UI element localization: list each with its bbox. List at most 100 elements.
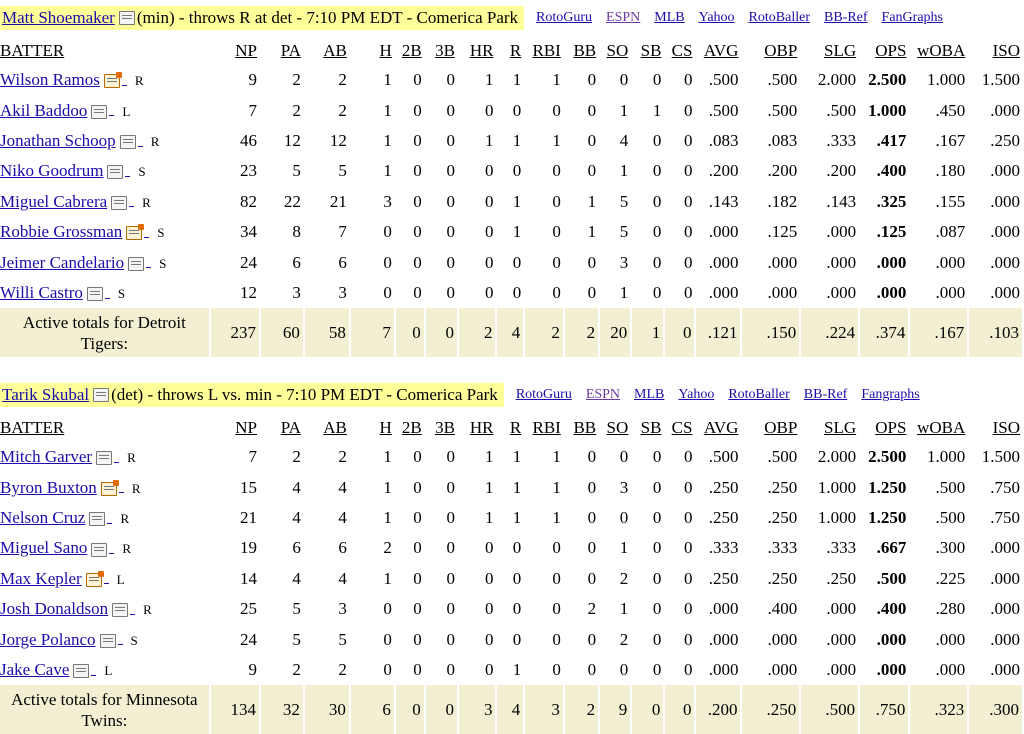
batter-link[interactable]: Niko Goodrum — [0, 161, 104, 181]
column-header-h[interactable]: H — [379, 417, 392, 437]
batter-link[interactable]: Miguel Sano — [0, 538, 88, 558]
column-header-woba[interactable]: wOBA — [917, 417, 966, 437]
external-link-espn[interactable]: ESPN — [585, 387, 621, 403]
pitcher-link[interactable]: Tarik Skubal — [2, 385, 90, 405]
stat-cell-so: 5 — [619, 222, 629, 242]
column-header-slg[interactable]: SLG — [824, 417, 857, 437]
batter-link[interactable]: Byron Buxton — [0, 477, 97, 497]
column-header-bb[interactable]: BB — [573, 40, 597, 60]
column-header-bb[interactable]: BB — [573, 417, 597, 437]
player-notes-icon[interactable] — [103, 72, 122, 89]
column-header-slg[interactable]: SLG — [824, 40, 857, 60]
batter-link[interactable]: Mitch Garver — [0, 447, 93, 467]
external-link-espn[interactable]: ESPN — [606, 10, 641, 25]
player-notes-icon[interactable] — [73, 664, 90, 679]
player-notes-icon[interactable] — [86, 287, 103, 302]
column-header-iso[interactable]: ISO — [992, 417, 1020, 437]
batter-link[interactable]: Jonathan Schoop — [0, 130, 116, 150]
player-notes-icon[interactable] — [111, 195, 128, 210]
column-header-ops[interactable]: OPS — [875, 40, 907, 60]
stat-cell-2b: 0 — [413, 252, 422, 272]
column-header-ab[interactable]: AB — [323, 40, 347, 60]
external-link-mlb[interactable]: MLB — [654, 10, 685, 25]
column-header-batter[interactable]: BATTER — [0, 40, 65, 60]
column-header-batter[interactable]: BATTER — [0, 417, 65, 437]
column-header-2b[interactable]: 2B — [401, 40, 422, 60]
player-notes-icon[interactable] — [96, 451, 113, 466]
batter-link[interactable]: Willi Castro — [0, 282, 83, 302]
column-header-avg[interactable]: AVG — [703, 40, 739, 60]
external-link-rotoballer[interactable]: RotoBaller — [728, 387, 790, 403]
player-notes-icon[interactable] — [91, 542, 108, 557]
column-header-ops[interactable]: OPS — [875, 417, 907, 437]
table-row: Willi Castro S 12 3 3 0 0 0 0 0 0 0 1 0 0.000.000.000.… — [0, 278, 1023, 308]
batter-link[interactable]: Robbie Grossman — [0, 222, 123, 242]
column-header-sb[interactable]: SB — [640, 417, 662, 437]
column-header-np[interactable]: NP — [235, 40, 258, 60]
external-link-rotoballer[interactable]: RotoBaller — [748, 10, 810, 25]
external-link-rotoguru[interactable]: RotoGuru — [515, 387, 572, 403]
column-header-rbi[interactable]: RBI — [532, 40, 561, 60]
column-header-3b[interactable]: 3B — [435, 417, 455, 437]
column-header-cs[interactable]: CS — [671, 40, 693, 60]
player-notes-icon[interactable] — [112, 603, 129, 618]
column-header-2b[interactable]: 2B — [401, 417, 422, 437]
batter-hand: R — [127, 450, 136, 466]
column-header-h[interactable]: H — [379, 40, 392, 60]
column-header-obp[interactable]: OBP — [764, 417, 798, 437]
column-header-pa[interactable]: PA — [280, 417, 301, 437]
totals-cell-bb: 2 — [563, 308, 601, 358]
player-notes-icon[interactable] — [128, 256, 145, 271]
column-header-so[interactable]: SO — [606, 417, 629, 437]
stat-cell-hr: 0 — [484, 538, 494, 558]
column-header-np[interactable]: NP — [235, 417, 258, 437]
external-link-fangraphs[interactable]: FanGraphs — [881, 10, 943, 25]
column-header-r[interactable]: R — [509, 40, 522, 60]
batter-link[interactable]: Miguel Cabrera — [0, 191, 108, 211]
column-header-sb[interactable]: SB — [640, 40, 662, 60]
column-header-so[interactable]: SO — [606, 40, 629, 60]
column-header-3b[interactable]: 3B — [435, 40, 455, 60]
player-notes-icon[interactable] — [107, 165, 124, 180]
player-notes-icon[interactable] — [100, 479, 119, 496]
pitcher-link[interactable]: Matt Shoemaker — [2, 8, 115, 27]
game-section: Matt Shoemaker (min) - throws R at det - … — [0, 0, 1024, 358]
player-notes-icon[interactable] — [91, 104, 108, 119]
batter-link[interactable]: Jake Cave — [0, 660, 70, 680]
column-header-cs[interactable]: CS — [671, 417, 693, 437]
external-link-yahoo[interactable]: Yahoo — [698, 10, 735, 25]
column-header-hr[interactable]: HR — [469, 417, 494, 437]
column-header-pa[interactable]: PA — [280, 40, 301, 60]
column-header-hr[interactable]: HR — [469, 40, 494, 60]
column-header-ab[interactable]: AB — [323, 417, 347, 437]
column-header-r[interactable]: R — [509, 417, 522, 437]
external-link-mlb[interactable]: MLB — [634, 387, 665, 403]
player-notes-icon[interactable] — [119, 135, 136, 150]
column-header-obp[interactable]: OBP — [764, 40, 798, 60]
batter-link[interactable]: Akil Baddoo — [0, 100, 88, 120]
notes-icon[interactable] — [118, 11, 135, 25]
external-link-bb-ref[interactable]: BB-Ref — [823, 10, 868, 25]
column-header-rbi[interactable]: RBI — [532, 417, 561, 437]
player-notes-icon[interactable] — [99, 633, 116, 648]
column-header-woba[interactable]: wOBA — [917, 40, 966, 60]
stat-cell-so: 0 — [619, 447, 629, 467]
batter-link[interactable]: Josh Donaldson — [0, 599, 109, 619]
external-link-fangraphs[interactable]: Fangraphs — [861, 387, 920, 403]
column-header-avg[interactable]: AVG — [703, 417, 739, 437]
player-notes-icon[interactable] — [89, 512, 106, 527]
batter-link[interactable]: Wilson Ramos — [0, 70, 100, 90]
player-notes-icon[interactable] — [85, 570, 104, 587]
batter-link[interactable]: Jorge Polanco — [0, 629, 96, 649]
notes-icon[interactable] — [93, 388, 110, 403]
external-link-yahoo[interactable]: Yahoo — [678, 387, 715, 403]
batter-link[interactable]: Max Kepler — [0, 568, 82, 588]
column-header-iso[interactable]: ISO — [992, 40, 1020, 60]
table-row: Josh Donaldson R 25 5 3 0 0 0 0 0 0 2 1 0 0.000.400.00… — [0, 594, 1023, 624]
batter-hand: R — [142, 194, 151, 210]
batter-link[interactable]: Nelson Cruz — [0, 508, 86, 528]
external-link-bb-ref[interactable]: BB-Ref — [803, 387, 848, 403]
player-notes-icon[interactable] — [126, 224, 145, 241]
batter-link[interactable]: Jeimer Candelario — [0, 252, 125, 272]
external-link-rotoguru[interactable]: RotoGuru — [536, 10, 593, 25]
